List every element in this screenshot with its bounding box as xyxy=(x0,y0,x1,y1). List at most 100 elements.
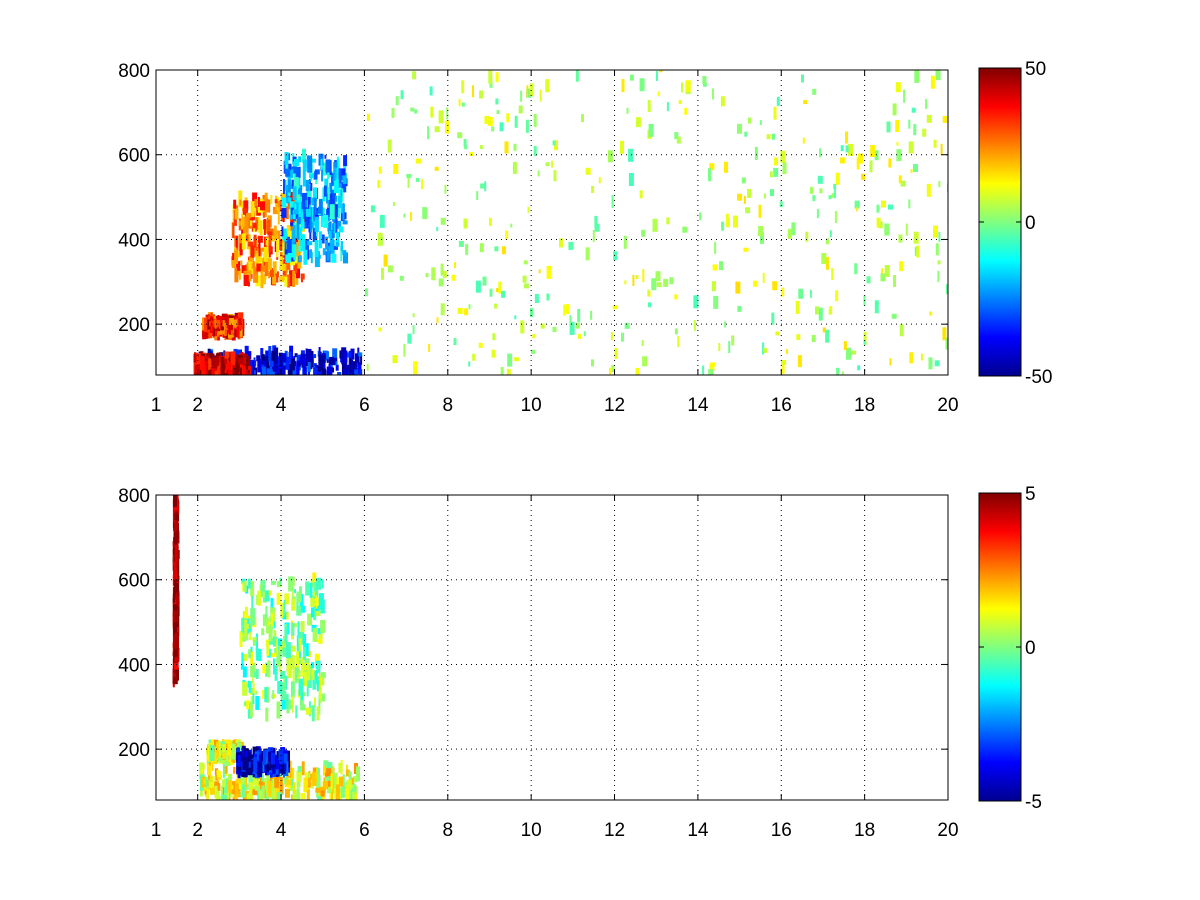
heatmap-cell xyxy=(461,102,465,107)
heatmap-cell xyxy=(494,246,499,252)
heatmap-cell xyxy=(233,319,238,328)
heatmap-cell xyxy=(296,217,301,224)
heatmap-cell xyxy=(315,607,321,617)
heatmap-cell xyxy=(208,770,211,784)
heatmap-cell xyxy=(289,179,294,189)
heatmap-cell xyxy=(299,586,302,593)
heatmap-cell xyxy=(253,266,259,283)
heatmap-cell xyxy=(297,621,300,636)
heatmap-cell xyxy=(779,201,783,208)
heatmap-cell xyxy=(311,662,315,669)
heatmap-cell xyxy=(514,115,518,128)
heatmap-cell xyxy=(416,177,419,182)
heatmap-cell xyxy=(495,72,499,83)
heatmap-cell xyxy=(341,168,346,176)
heatmap-cell xyxy=(233,199,237,209)
heatmap-cell xyxy=(292,577,295,587)
heatmap-cell xyxy=(210,775,213,786)
heatmap-cell xyxy=(531,349,535,354)
heatmap-cell xyxy=(816,209,819,219)
heatmap-cell xyxy=(287,153,291,161)
heatmap-cell xyxy=(281,760,286,774)
heatmap-cell xyxy=(329,193,333,211)
heatmap-cell xyxy=(302,170,306,187)
heatmap-cell xyxy=(236,357,239,364)
heatmap-cell xyxy=(773,106,777,120)
heatmap-cell xyxy=(335,361,338,366)
heatmap-cell xyxy=(780,150,786,163)
heatmap-cell xyxy=(290,681,295,698)
heatmap-cell xyxy=(833,186,836,199)
heatmap-cell xyxy=(314,697,316,708)
heatmap-cell xyxy=(228,367,234,375)
heatmap-cell xyxy=(230,351,236,366)
heatmap-cell xyxy=(421,179,424,189)
heatmap-cell xyxy=(238,358,244,365)
heatmap-cell xyxy=(530,308,533,317)
heatmap-cell xyxy=(260,271,264,289)
heatmap-cell xyxy=(857,365,861,371)
heatmap-cell xyxy=(256,210,261,216)
heatmap-cell xyxy=(546,265,552,279)
heatmap-cell xyxy=(834,211,837,223)
heatmap-cell xyxy=(298,156,302,163)
heatmap-cell xyxy=(318,354,324,371)
heatmap-cell xyxy=(241,618,246,633)
heatmap-cell xyxy=(856,157,860,170)
heatmap-cell xyxy=(251,596,254,612)
heatmap-cell xyxy=(315,595,318,609)
heatmap-cell xyxy=(296,605,302,616)
heatmap-cell xyxy=(329,230,335,238)
heatmap-cell xyxy=(285,612,289,620)
heatmap-cell xyxy=(329,790,333,800)
heatmap-cell xyxy=(828,195,832,200)
heatmap-cell xyxy=(693,320,696,331)
heatmap-cell xyxy=(342,250,347,256)
heatmap-cell xyxy=(285,168,291,177)
heatmap-cell xyxy=(801,74,804,83)
heatmap-cell xyxy=(525,119,529,133)
heatmap-cell xyxy=(345,769,350,777)
heatmap-cell xyxy=(272,610,275,626)
heatmap-cell xyxy=(280,671,286,679)
heatmap-cell xyxy=(292,210,296,219)
heatmap-cell xyxy=(323,760,329,773)
y-tick-label: 400 xyxy=(118,655,150,676)
heatmap-cell xyxy=(260,366,263,375)
heatmap-cell xyxy=(310,579,313,586)
heatmap-cell xyxy=(284,236,290,243)
heatmap-cell xyxy=(209,369,212,375)
x-tick-label: 6 xyxy=(359,820,370,841)
heatmap-cell xyxy=(307,241,313,246)
heatmap-cell xyxy=(886,121,891,133)
heatmap-cell xyxy=(381,267,384,280)
heatmap-cell xyxy=(332,367,334,373)
heatmap-cell xyxy=(263,246,269,262)
heatmap-cell xyxy=(305,208,311,217)
heatmap-cell xyxy=(231,260,236,268)
heatmap-cell xyxy=(313,605,317,621)
heatmap-cell xyxy=(311,354,317,359)
heatmap-cell xyxy=(272,261,277,277)
heatmap-cell xyxy=(225,750,229,761)
heatmap-cell xyxy=(876,217,881,228)
heatmap-cell xyxy=(247,270,252,282)
heatmap-cell xyxy=(413,361,418,375)
heatmap-cell xyxy=(878,221,883,229)
heatmap-cell xyxy=(248,772,254,790)
heatmap-cell xyxy=(306,249,310,260)
heatmap-cell xyxy=(285,788,290,798)
heatmap-cell xyxy=(248,260,254,274)
heatmap-cell xyxy=(320,787,325,794)
heatmap-cell xyxy=(329,182,333,193)
heatmap-cell xyxy=(772,281,778,291)
heatmap-cell xyxy=(496,288,500,292)
heatmap-cell xyxy=(551,160,554,168)
heatmap-cell xyxy=(913,124,917,136)
heatmap-cell xyxy=(279,276,284,283)
heatmap-cell xyxy=(262,592,265,598)
heatmap-cell xyxy=(295,242,301,260)
heatmap-cell xyxy=(231,743,236,759)
heatmap-cell xyxy=(776,96,780,106)
heatmap-cell xyxy=(245,623,249,629)
